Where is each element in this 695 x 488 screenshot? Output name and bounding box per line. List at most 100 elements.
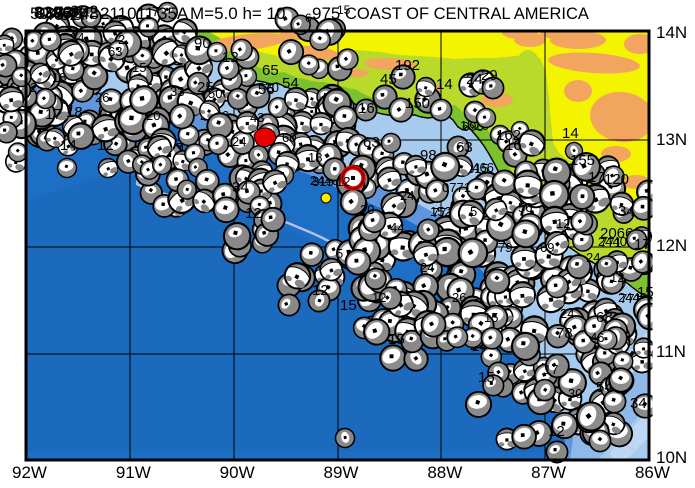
svg-text:24: 24 — [420, 260, 434, 275]
svg-text:192: 192 — [395, 57, 420, 74]
svg-text:20: 20 — [360, 202, 374, 217]
svg-text:771: 771 — [600, 235, 622, 250]
svg-text:45: 45 — [380, 71, 397, 88]
svg-text:150: 150 — [405, 95, 430, 112]
svg-text:12: 12 — [548, 423, 565, 440]
svg-text:527: 527 — [60, 5, 88, 24]
svg-text:10N: 10N — [656, 448, 687, 467]
svg-text:12N: 12N — [656, 236, 687, 255]
svg-text:14: 14 — [436, 76, 453, 93]
svg-text:34: 34 — [618, 203, 635, 220]
svg-text:24: 24 — [400, 188, 414, 203]
svg-text:18: 18 — [308, 150, 322, 165]
svg-text:985: 985 — [36, 4, 64, 23]
svg-text:15: 15 — [637, 284, 654, 301]
svg-text:12: 12 — [372, 290, 386, 305]
svg-text:12: 12 — [556, 216, 570, 231]
svg-text:975: 975 — [312, 4, 340, 23]
svg-text:12: 12 — [245, 205, 262, 222]
svg-text:91W: 91W — [116, 463, 151, 482]
svg-text:11N: 11N — [656, 342, 686, 361]
svg-text:87W: 87W — [531, 463, 566, 482]
svg-text:26: 26 — [452, 290, 466, 305]
svg-text:5: 5 — [470, 204, 477, 219]
svg-text:56: 56 — [518, 200, 532, 215]
svg-text:16: 16 — [358, 100, 375, 117]
svg-text:54: 54 — [282, 75, 299, 92]
svg-text:155: 155 — [570, 152, 595, 169]
svg-text:26: 26 — [95, 90, 109, 105]
svg-text:17: 17 — [544, 362, 558, 377]
svg-text:2066: 2066 — [600, 225, 633, 242]
svg-text:18: 18 — [66, 104, 83, 121]
svg-text:34: 34 — [232, 179, 249, 196]
svg-text:60: 60 — [282, 130, 296, 145]
svg-text:90: 90 — [194, 35, 211, 52]
svg-text:211011: 211011 — [100, 4, 154, 23]
svg-text:63: 63 — [456, 139, 473, 156]
svg-text:12: 12 — [610, 270, 624, 285]
svg-text:162: 162 — [496, 127, 521, 144]
svg-text:2: 2 — [30, 80, 37, 95]
svg-text:34: 34 — [630, 395, 647, 412]
svg-text:78: 78 — [556, 325, 573, 342]
svg-text:14: 14 — [562, 125, 579, 142]
svg-text:COAST OF CENTRAL AMERICA: COAST OF CENTRAL AMERICA — [345, 5, 589, 23]
svg-text:12: 12 — [97, 137, 114, 154]
svg-text:17: 17 — [588, 169, 605, 186]
svg-text:63: 63 — [363, 134, 380, 151]
svg-text:24: 24 — [560, 306, 574, 321]
svg-text:16: 16 — [505, 137, 522, 154]
svg-text:20: 20 — [146, 108, 160, 123]
svg-text:56: 56 — [258, 81, 275, 98]
svg-text:54: 54 — [596, 379, 613, 396]
svg-text:15: 15 — [484, 310, 498, 325]
svg-text:8396: 8396 — [34, 3, 72, 22]
svg-text:18: 18 — [52, 70, 66, 85]
svg-text:89W: 89W — [323, 463, 358, 482]
svg-text:24: 24 — [586, 250, 600, 265]
svg-text:12: 12 — [312, 282, 329, 299]
svg-text:25: 25 — [197, 79, 214, 96]
svg-text:17: 17 — [45, 106, 62, 123]
svg-text:15: 15 — [340, 297, 357, 314]
svg-text:24: 24 — [232, 134, 246, 149]
svg-text:120: 120 — [604, 171, 629, 188]
svg-text:48: 48 — [80, 4, 99, 23]
svg-text:7: 7 — [152, 4, 159, 19]
svg-text:0771: 0771 — [442, 180, 471, 195]
svg-text:50: 50 — [30, 4, 49, 23]
svg-text:15: 15 — [478, 369, 495, 386]
svg-text:738: 738 — [54, 3, 82, 22]
svg-text:92W: 92W — [12, 463, 47, 482]
svg-text:902: 902 — [70, 2, 98, 21]
svg-text:14N: 14N — [656, 23, 687, 42]
svg-text:12: 12 — [336, 174, 350, 189]
svg-text:69: 69 — [540, 240, 554, 255]
svg-text:29: 29 — [481, 67, 498, 84]
svg-text:4678: 4678 — [44, 5, 82, 24]
svg-text:2: 2 — [118, 32, 125, 47]
svg-text:63: 63 — [108, 44, 122, 59]
svg-text:13N: 13N — [656, 130, 687, 149]
svg-text:24: 24 — [466, 71, 483, 88]
svg-text:5: 5 — [336, 246, 343, 261]
svg-text:90W: 90W — [220, 463, 255, 482]
svg-text:33: 33 — [170, 84, 184, 99]
svg-text:M=5.0 h= 10: M=5.0 h= 10 — [190, 4, 285, 23]
svg-text:68: 68 — [596, 309, 613, 326]
svg-text:98: 98 — [420, 147, 437, 164]
svg-text:24: 24 — [70, 30, 84, 45]
svg-text:79: 79 — [498, 240, 512, 255]
svg-text:50: 50 — [208, 86, 222, 101]
svg-text:14: 14 — [60, 137, 77, 154]
svg-text:86W: 86W — [635, 463, 670, 482]
svg-text:44: 44 — [390, 220, 404, 235]
svg-text:2440: 2440 — [598, 234, 627, 249]
svg-text:88W: 88W — [427, 463, 462, 482]
svg-text:6: 6 — [305, 11, 312, 25]
svg-text:17: 17 — [634, 236, 651, 253]
svg-text:15: 15 — [132, 60, 146, 75]
svg-text:35A: 35A — [158, 4, 189, 23]
svg-text:43: 43 — [250, 110, 264, 125]
